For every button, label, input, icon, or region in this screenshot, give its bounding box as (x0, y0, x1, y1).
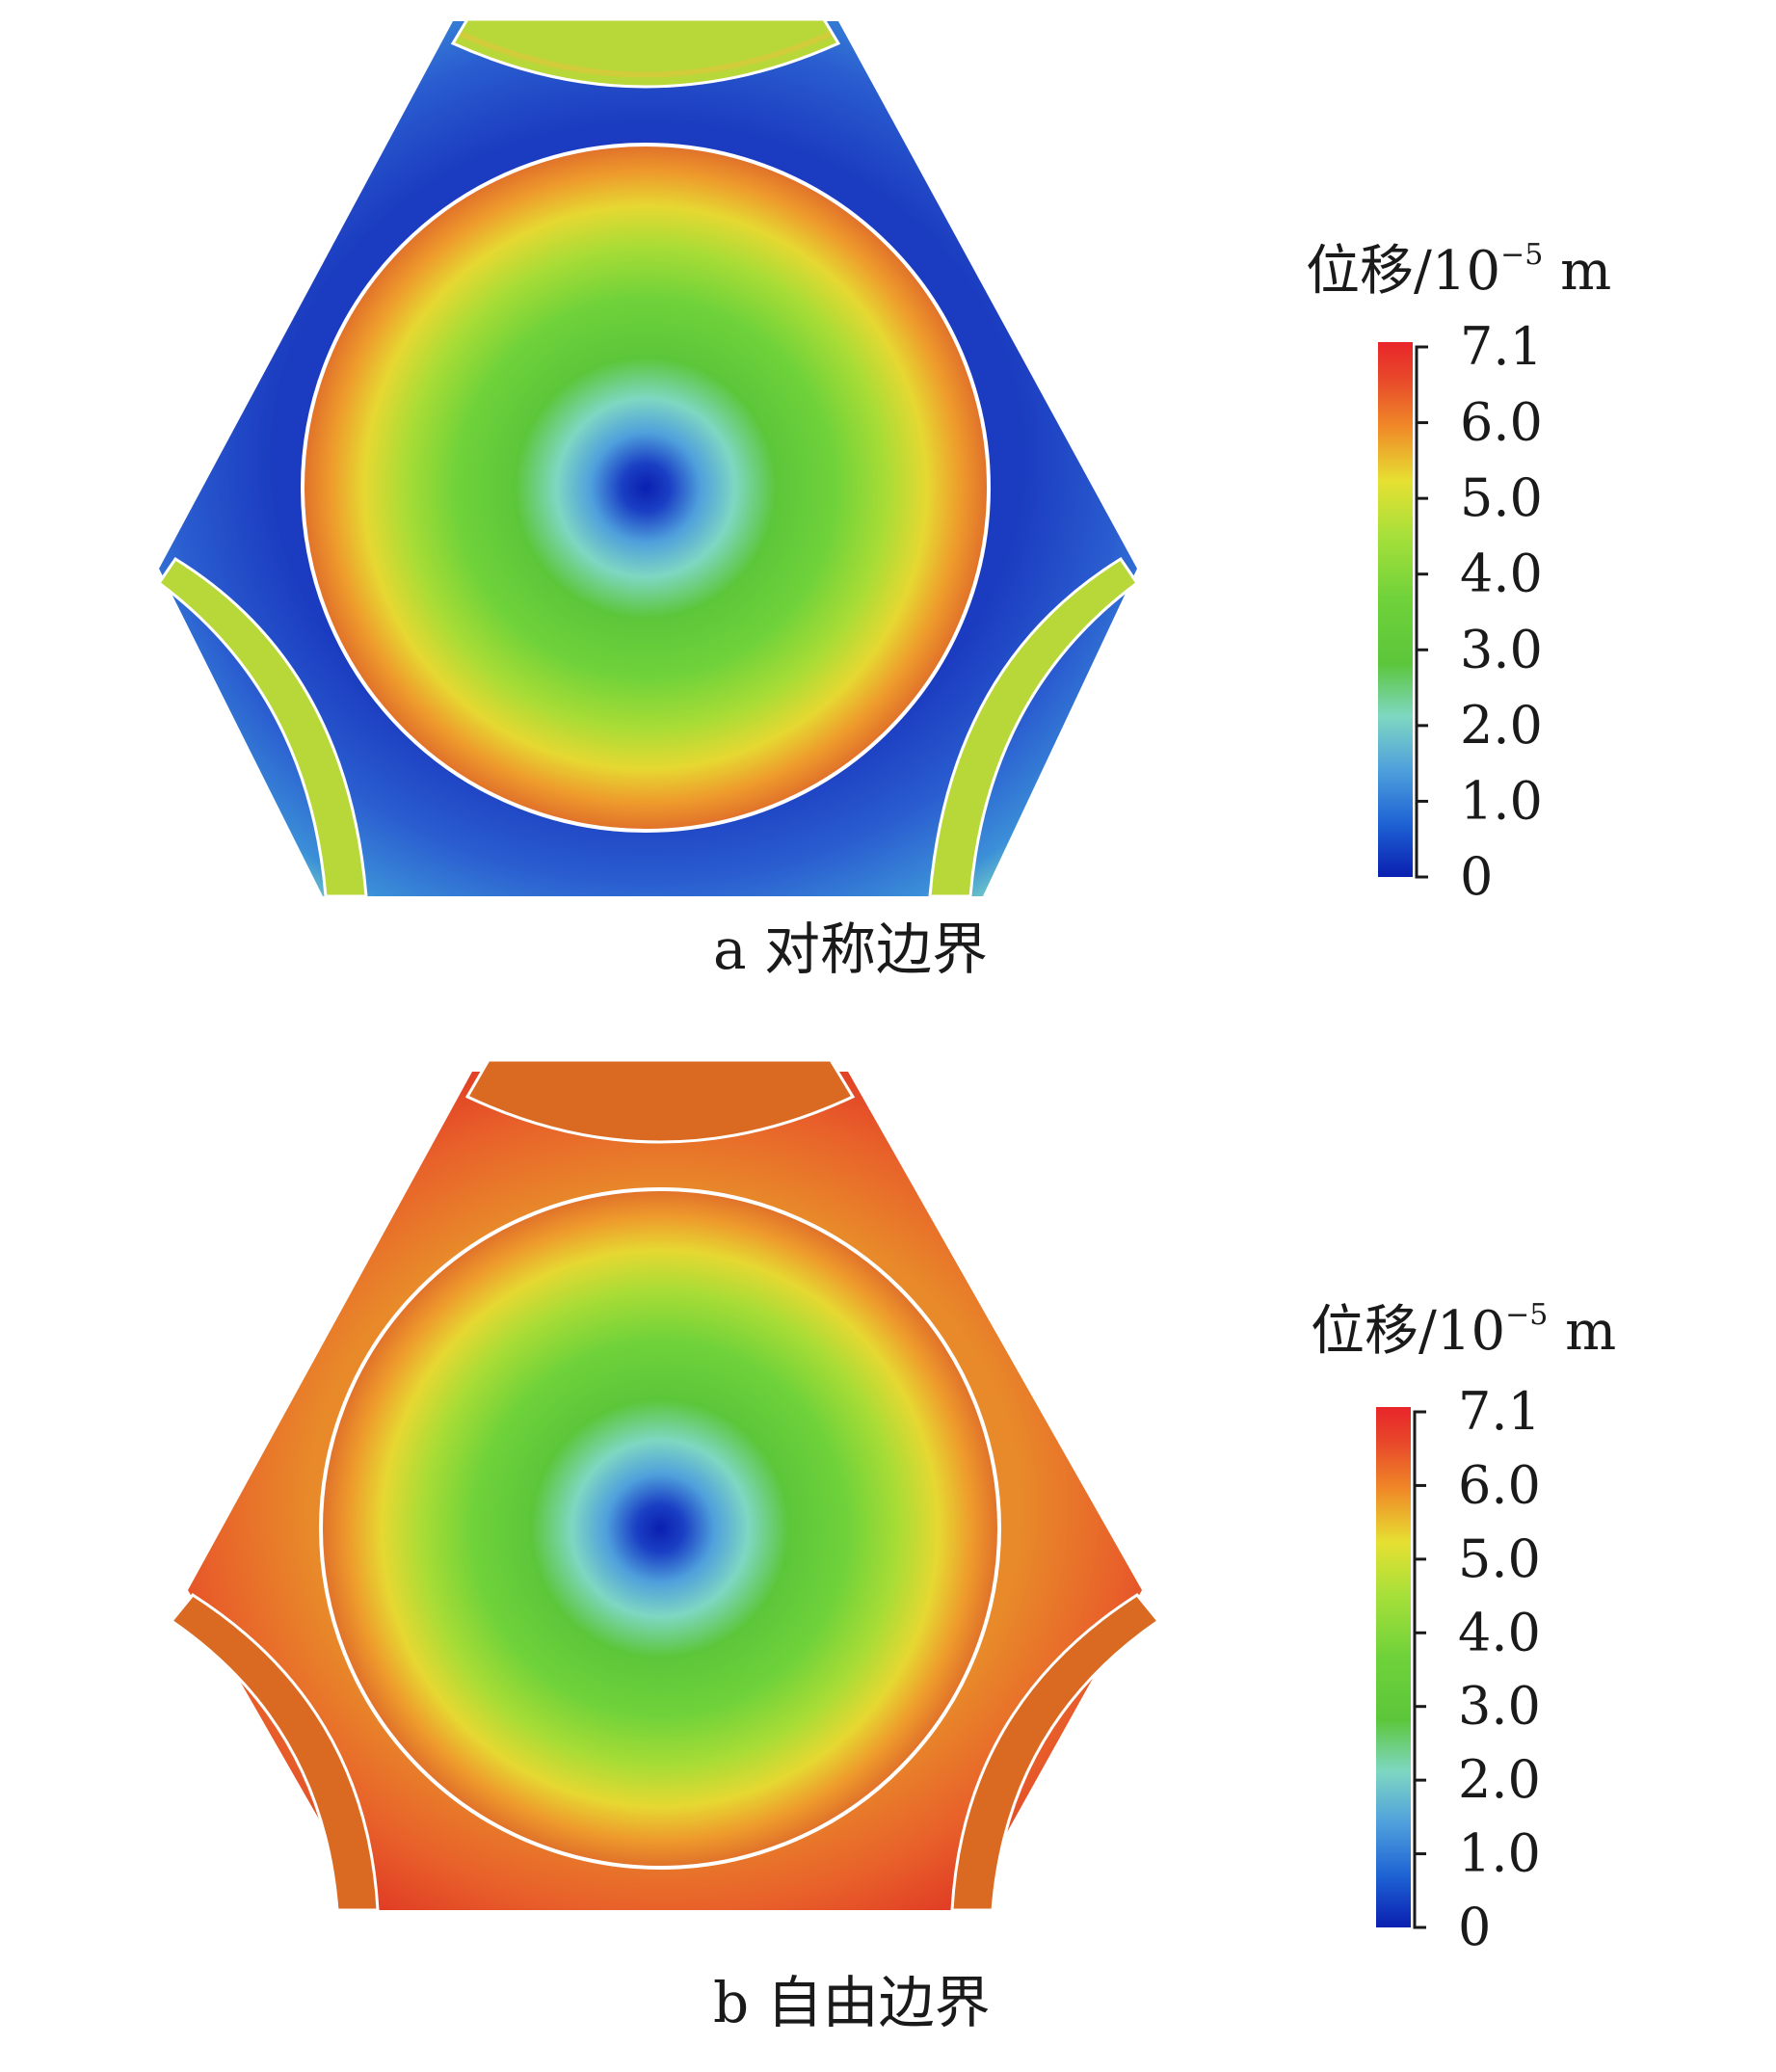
panel-b: 位移/10−5 m 7.1 6.0 5.0 4.0 3.0 2.0 1.0 0 b 自由边界 (169, 1058, 1616, 2035)
colorbar-tick-label: 1.0 (1460, 770, 1543, 831)
caption-a: a 对称边界 (713, 916, 988, 982)
colorbar-tick-label: 1.0 (1458, 1823, 1541, 1884)
legend-exp-b: −5 (1505, 1298, 1548, 1332)
arc-segment-left-a (156, 556, 368, 898)
colorbar-tick-label: 4.0 (1460, 544, 1543, 604)
colorbar-tick-label: 2.0 (1458, 1749, 1541, 1810)
caption-b: b 自由边界 (713, 1970, 991, 2035)
colorbar-bracket (1413, 1410, 1424, 1929)
colorbar-b: 位移/10−5 m 7.1 6.0 5.0 4.0 3.0 2.0 1.0 0 (1311, 1298, 1616, 1957)
inclusion-circle-b (319, 1187, 1001, 1870)
colorbar-tick-label: 5.0 (1458, 1528, 1541, 1589)
legend-exp-a: −5 (1500, 238, 1543, 272)
arc-segment-top-a (450, 17, 841, 89)
colorbar-tick-label: 4.0 (1458, 1602, 1541, 1662)
colorbar-tick-label: 0 (1460, 846, 1493, 907)
arc-segment-right-a (928, 556, 1140, 898)
arc-segment-top-b (464, 1058, 856, 1144)
colorbar-ticks-a: 7.1 6.0 5.0 4.0 3.0 2.0 1.0 0 (1415, 316, 1543, 907)
colorbar-tick-label: 5.0 (1460, 467, 1543, 528)
legend-unit-b: m (1548, 1300, 1616, 1363)
inclusion-circle-a (301, 143, 991, 833)
colorbar-tick-label: 6.0 (1458, 1454, 1541, 1515)
colorbar-gradient-a (1378, 342, 1413, 877)
colorbar-bracket (1415, 345, 1426, 879)
legend-unit-a: m (1543, 240, 1611, 303)
arc-segment-top-a-edge (459, 31, 833, 78)
colorbar-tick-label: 2.0 (1460, 695, 1543, 756)
colorbar-gradient-b (1376, 1407, 1411, 1927)
legend-title-a: 位移/10−5 m (1306, 238, 1611, 303)
legend-title-b: 位移/10−5 m (1311, 1298, 1616, 1363)
arc-segment-right-b (950, 1593, 1161, 1912)
colorbar-tick-label: 0 (1458, 1897, 1491, 1957)
colorbar-tick-label: 7.1 (1458, 1381, 1541, 1442)
colorbar-tick-label: 7.1 (1460, 316, 1543, 377)
colorbar-tick-label: 3.0 (1458, 1676, 1541, 1737)
colorbar-tick-label: 6.0 (1460, 392, 1543, 453)
colorbar-a: 位移/10−5 m 7.1 6.0 5.0 4.0 3.0 2.0 1.0 0 (1306, 238, 1611, 907)
colorbar-tick-label: 3.0 (1460, 619, 1543, 679)
arc-segment-left-b (169, 1593, 380, 1912)
panel-a: 位移/10−5 m 7.1 6.0 5.0 4.0 3.0 2.0 1.0 0 a 对称边界 (156, 17, 1611, 982)
colorbar-ticks-b: 7.1 6.0 5.0 4.0 3.0 2.0 1.0 0 (1413, 1381, 1541, 1957)
